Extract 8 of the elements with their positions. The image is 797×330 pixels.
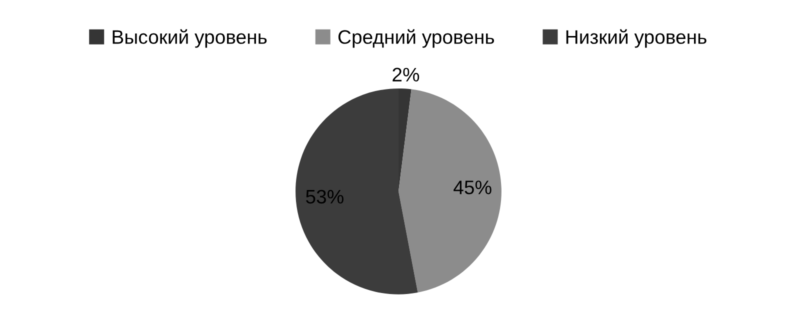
- legend-label: Высокий уровень: [112, 29, 267, 48]
- data-label: 2%: [392, 68, 420, 82]
- data-label: 53%: [306, 190, 344, 204]
- legend-label: Средний уровень: [338, 29, 494, 48]
- data-label: 45%: [454, 180, 492, 194]
- pie-slice: [398, 89, 502, 293]
- legend-label: Низкий уровень: [566, 29, 706, 48]
- pie-slice: [296, 88, 418, 294]
